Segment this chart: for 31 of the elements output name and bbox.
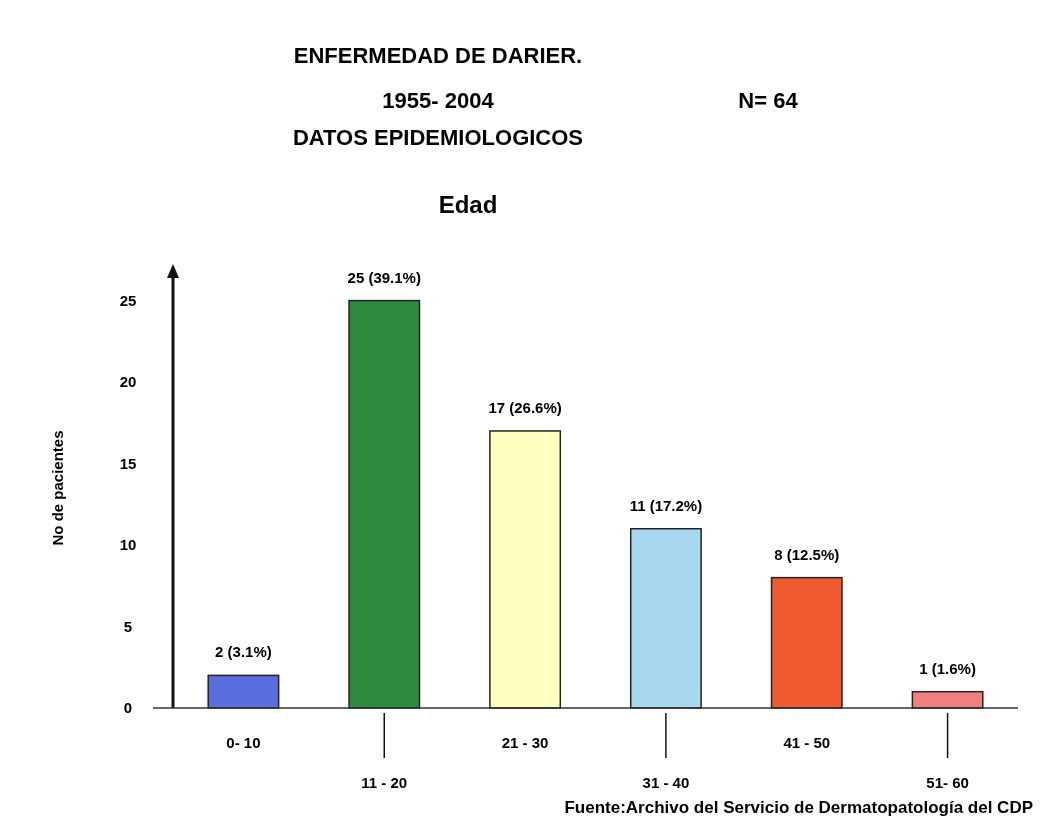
y-tick-label: 0 bbox=[123, 699, 133, 716]
data-label: 25 (39.1%) bbox=[347, 268, 421, 286]
x-tick-label: 21 - 30 bbox=[501, 734, 549, 751]
bar bbox=[911, 690, 984, 709]
x-tick-label: 41 - 50 bbox=[783, 734, 831, 751]
chart-title: ENFERMEDAD DE DARIER. bbox=[293, 43, 583, 68]
y-tick-label: 20 bbox=[119, 373, 137, 391]
data-label: 17 (26.6%) bbox=[488, 398, 562, 416]
bar bbox=[629, 527, 702, 709]
source-note: Fuente:Archivo del Servicio de Dermatopatología del CDP bbox=[564, 798, 1033, 817]
y-tick-label: 25 bbox=[119, 291, 137, 309]
x-tick-label: 11 - 20 bbox=[361, 774, 408, 791]
text: Edad bbox=[438, 191, 498, 218]
data-label: 2 (3.1%) bbox=[215, 643, 272, 661]
y-tick-label: 10 bbox=[119, 536, 137, 554]
text: DATOS EPIDEMIOLOGICOS bbox=[292, 125, 584, 150]
y-tick-label: 5 bbox=[123, 617, 133, 635]
text: N= 64 bbox=[738, 88, 799, 113]
x-tick-label: 0- 10 bbox=[226, 734, 261, 751]
x-tick-label: 51- 60 bbox=[926, 774, 969, 791]
x-tick-label: 31 - 40 bbox=[642, 774, 690, 791]
bar bbox=[489, 430, 562, 709]
data-label: 8 (12.5%) bbox=[774, 545, 840, 563]
chart-subtitle: 1955- 2004 bbox=[382, 88, 495, 113]
y-axis-title: No de pacientes bbox=[49, 430, 66, 546]
bar bbox=[207, 674, 280, 709]
bar bbox=[770, 576, 843, 709]
data-label: 11 (17.2%) bbox=[629, 496, 703, 514]
bar bbox=[348, 299, 421, 709]
data-label: 1 (1.6%) bbox=[919, 659, 976, 677]
y-tick-label: 15 bbox=[119, 454, 137, 472]
